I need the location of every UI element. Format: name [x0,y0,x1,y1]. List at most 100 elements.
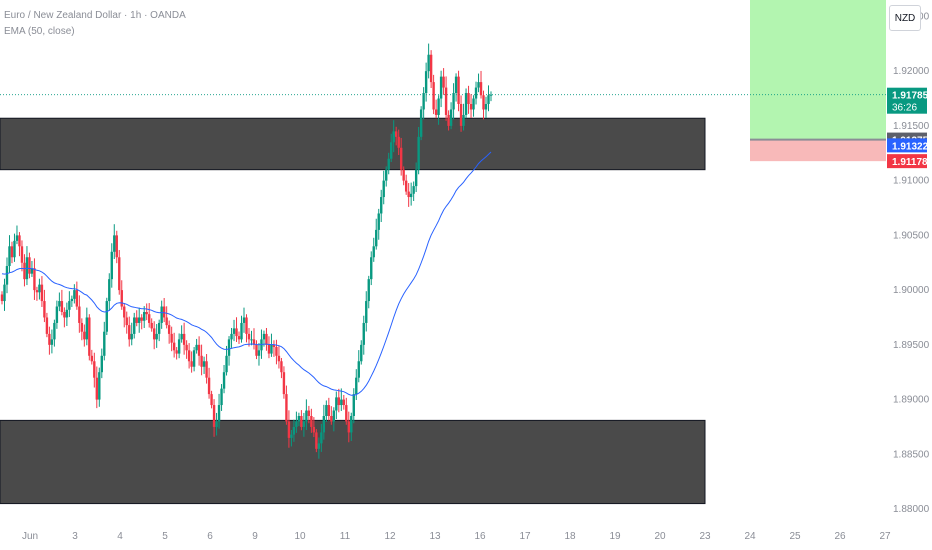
candle-body [312,426,316,433]
candle-body [457,76,460,104]
candle-body [0,294,4,302]
candle-body [454,76,458,94]
candle-body [469,104,473,110]
candle-body [60,301,64,312]
candle-body [320,432,323,444]
candle-body [325,405,328,416]
time-tick-label: 12 [384,531,396,542]
candle-body [262,333,266,340]
candle-body [18,235,21,247]
candle-body [95,377,99,400]
candle-body [462,114,465,126]
candle-body [105,301,108,332]
candle-body [138,317,141,323]
candle-body [152,328,156,340]
candle-body [447,114,450,126]
price-tick-label: 1.89000 [893,395,930,406]
candle-body [327,405,331,416]
candle-body [78,306,81,323]
price-tick-label: 1.89500 [893,340,930,351]
candle-body [265,333,268,345]
candle-body [133,317,136,334]
resistance-zone[interactable] [0,117,706,171]
candle-body [128,325,131,340]
candle-body [118,257,121,291]
candle-body [162,306,166,318]
candle-body [332,410,336,422]
time-tick-label: 24 [744,531,756,542]
candle-body [377,213,380,230]
ema-line [1,151,492,396]
candle-body [335,397,338,411]
candle-body [355,377,358,395]
candle-body [45,317,49,334]
candle-body [108,279,111,302]
candle-body [367,279,370,302]
last-price-label: 1.91785 [892,91,929,102]
candle-body [464,93,468,115]
candle-body [467,93,470,104]
candle-body [245,317,248,334]
candle-body [155,333,158,340]
candle-body [85,317,89,340]
candle-body [170,333,173,343]
candle-body [357,361,360,378]
time-tick-label: 16 [474,531,486,542]
stop-loss-area[interactable] [750,139,886,162]
candle-body [13,240,16,258]
stop-price-tag [887,154,927,169]
candle-body [197,344,201,356]
candle-body [417,136,420,170]
candle-body [250,339,253,341]
candle-body [362,322,365,345]
candle-body [48,333,51,345]
candle-body [177,339,181,354]
candle-body [165,317,168,326]
candle-body [235,328,238,337]
candle-body [432,82,435,110]
take-profit-area[interactable] [750,0,886,140]
candle-body [399,147,403,170]
candle-body [98,372,101,400]
candle-body [200,355,203,367]
candle-body [205,361,208,378]
candle-body [232,328,236,334]
time-tick-label: 4 [117,531,123,542]
candle-body [175,350,178,354]
candle-body [287,421,291,438]
candle-body [202,361,206,367]
candle-body [419,109,423,137]
candle-body [459,104,463,126]
candle-body [352,394,355,416]
candle-body [422,93,425,110]
candle-body [474,87,478,99]
candle-body [222,372,226,389]
candle-body [414,169,418,187]
candle-body [93,361,96,378]
candle-body [33,268,36,291]
candle-body [484,104,488,110]
time-tick-label: 11 [340,531,351,542]
support-zone[interactable] [0,419,706,505]
candle-body [280,361,283,373]
candle-body [65,309,69,318]
candle-body [340,399,343,406]
candle-body [140,317,143,321]
price-tick-label: 1.92000 [893,66,930,77]
indicator-legend: EMA (50, close) [4,26,75,37]
candle-body [394,131,398,137]
time-tick-label: 26 [834,531,846,542]
time-tick-label: 9 [252,531,258,542]
candle-body [195,344,198,351]
candle-body [38,284,41,293]
candle-body [28,257,31,274]
candle-body [217,405,221,422]
candle-body [115,235,118,258]
candle-body [58,301,61,307]
candle-body [53,322,56,340]
candle-body [257,350,261,356]
candle-body [360,344,363,362]
currency-button[interactable]: NZD [889,5,921,31]
candle-body [187,350,191,362]
